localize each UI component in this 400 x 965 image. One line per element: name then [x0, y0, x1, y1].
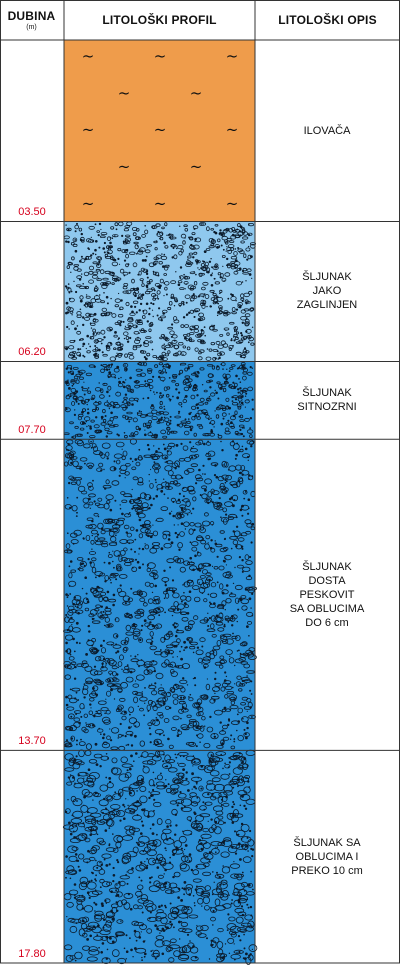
description-title: LITOLOŠKI OPIS — [278, 13, 377, 27]
layer-description-text: ŠLJUNAK SITNOZRNI — [297, 387, 357, 414]
gravel-pattern — [63, 438, 258, 751]
gravel-pattern — [63, 361, 254, 439]
layer-description-text: ŠLJUNAK JAKO ZAGLINJEN — [296, 271, 358, 312]
tilde-mark: ~ — [154, 194, 167, 212]
tilde-mark: ~ — [82, 194, 95, 212]
profile-title: LITOLOŠKI PROFIL — [102, 13, 217, 27]
gravel-pattern — [62, 749, 258, 965]
layer-1: ~ ~ ~ ~ ~ ~ ~ ~ ~ ~ ~ ~ ~ — [64, 40, 255, 222]
tilde-mark: ~ — [226, 194, 239, 212]
description-column-header: LITOLOŠKI OPIS — [255, 0, 400, 40]
depth-unit: (m) — [26, 24, 37, 31]
layer-description-text: ŠLJUNAK SA OBLUCIMA I PREKO 10 cm — [291, 836, 363, 877]
layer-description: ŠLJUNAK SITNOZRNI — [256, 361, 398, 439]
tilde-mark: ~ — [118, 84, 131, 102]
depth-label: 13.70 — [18, 735, 46, 748]
depth-label: 17.80 — [18, 948, 46, 960]
layer-description: ŠLJUNAK JAKO ZAGLINJEN — [256, 221, 398, 361]
tilde-mark: ~ — [190, 84, 203, 102]
tilde-mark: ~ — [226, 121, 239, 139]
layer-fill — [64, 40, 255, 222]
profile-column-header: LITOLOŠKI PROFIL — [64, 0, 255, 40]
depth-label: 07.70 — [18, 424, 46, 437]
tilde-mark: ~ — [154, 47, 167, 65]
layer-5 — [62, 749, 258, 965]
depth-label: 03.50 — [18, 206, 46, 219]
tilde-mark: ~ — [82, 121, 95, 139]
layer-description: ILOVAČA — [256, 40, 398, 221]
layer-4 — [63, 438, 258, 751]
layer-3 — [63, 361, 255, 440]
layer-description: ŠLJUNAK SA OBLUCIMA I PREKO 10 cm — [256, 750, 398, 963]
layer-description-text: ILOVAČA — [303, 124, 351, 137]
tilde-mark: ~ — [154, 121, 167, 139]
tilde-mark: ~ — [82, 47, 95, 65]
layer-2 — [63, 221, 256, 362]
layer-description-text: ŠLJUNAK DOSTA PESKOVIT SA OBLUCIMA DO 6 … — [289, 560, 365, 629]
depth-label: 06.20 — [18, 346, 46, 359]
depth-title: DUBINA — [7, 9, 56, 23]
tilde-mark: ~ — [226, 47, 239, 65]
depth-column-header: DUBINA (m) — [0, 0, 63, 40]
tilde-mark: ~ — [118, 158, 131, 176]
gravel-pattern — [63, 221, 256, 362]
tilde-mark: ~ — [190, 158, 203, 176]
layer-description: ŠLJUNAK DOSTA PESKOVIT SA OBLUCIMA DO 6 … — [256, 439, 398, 750]
